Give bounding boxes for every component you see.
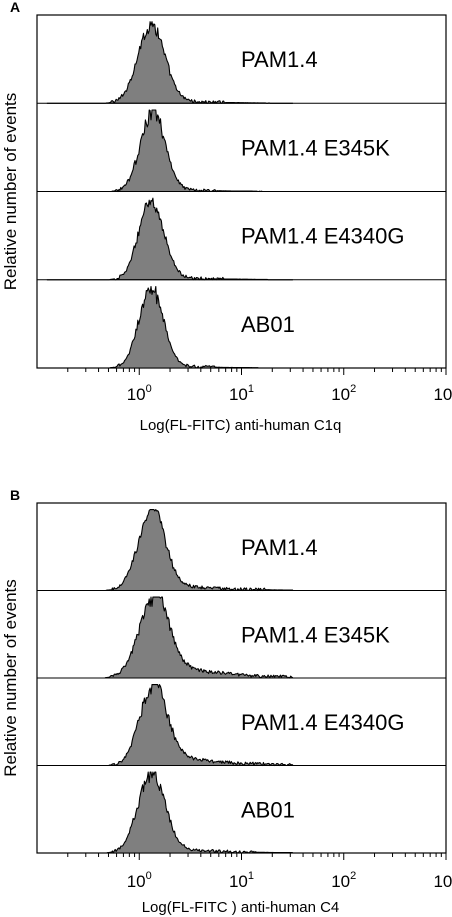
sample-label: PAM1.4 E345K — [241, 622, 390, 647]
y-axis-label: Relative number of events — [1, 579, 20, 777]
sample-label: PAM1.4 E345K — [241, 135, 390, 160]
x-tick-label: 100 — [127, 383, 152, 404]
sample-label: PAM1.4 E4340G — [241, 710, 404, 735]
panel-b: B Relative number of events PAM1.4 PAM1.4 E… — [1, 487, 452, 916]
x-tick-label: 102 — [331, 870, 356, 891]
sample-label: AB01 — [241, 312, 295, 337]
histogram-3 — [46, 771, 294, 854]
panel-letter: A — [10, 0, 20, 15]
histogram-3 — [46, 285, 294, 369]
panel-letter: B — [10, 487, 20, 503]
x-tick-label: 101 — [229, 870, 254, 891]
x-tick-label: 101 — [229, 383, 254, 404]
x-tick-label: 102 — [331, 383, 356, 404]
x-tick-label: 103 — [433, 383, 452, 404]
x-axis-label: Log(FL-FITC) anti-human C1q — [140, 417, 342, 434]
x-tick-label: 100 — [127, 870, 152, 891]
panel-a: A Relative number of events PAM1.4 PAM1.4 E… — [1, 0, 452, 434]
sample-label: PAM1.4 — [241, 535, 318, 560]
x-axis-label: Log(FL-FITC ) anti-human C4 — [142, 899, 340, 916]
sample-label: PAM1.4 — [241, 47, 318, 72]
x-tick-label: 103 — [433, 870, 452, 891]
sample-label: AB01 — [241, 797, 295, 822]
y-axis-label: Relative number of events — [1, 93, 20, 291]
sample-label: PAM1.4 E4340G — [241, 224, 404, 249]
